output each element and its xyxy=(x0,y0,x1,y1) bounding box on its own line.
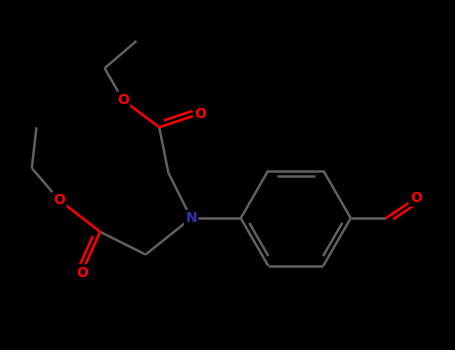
Text: O: O xyxy=(76,266,88,280)
Text: O: O xyxy=(410,191,422,205)
Text: O: O xyxy=(194,107,206,121)
Text: N: N xyxy=(185,211,197,225)
Text: O: O xyxy=(117,93,129,107)
Text: O: O xyxy=(53,193,65,207)
